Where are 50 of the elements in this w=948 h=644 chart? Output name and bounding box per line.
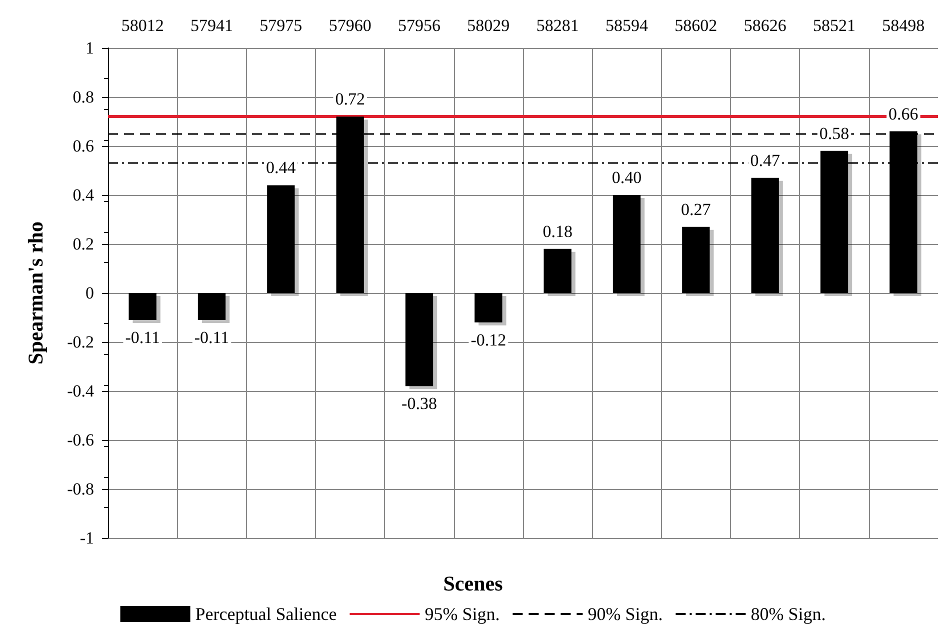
x-tick-label: 57941 — [190, 16, 233, 35]
x-tick-label: 58281 — [536, 16, 579, 35]
bar — [474, 293, 502, 322]
legend-label: 90% Sign. — [588, 604, 663, 624]
y-tick-label: 0.8 — [72, 88, 94, 106]
y-tick-label: 0.2 — [72, 234, 94, 254]
bar — [612, 195, 641, 293]
x-tick-label: 57956 — [398, 16, 440, 35]
bar — [682, 226, 710, 293]
bar — [267, 185, 295, 293]
x-axis-title: Scenes — [443, 572, 503, 596]
x-tick-label: 58029 — [467, 16, 510, 35]
bar — [198, 293, 226, 320]
data-label: 0.18 — [542, 222, 572, 241]
bar — [751, 178, 779, 293]
data-label: 0.40 — [612, 168, 642, 187]
data-label: 0.58 — [819, 124, 850, 143]
data-label: 0.66 — [888, 104, 918, 124]
x-tick-label: 58012 — [121, 16, 164, 35]
x-tick-label: 57975 — [260, 16, 302, 35]
x-tick-label: 58594 — [606, 16, 648, 35]
y-tick-label: 0.4 — [72, 186, 94, 204]
y-tick-label: -0.2 — [67, 332, 94, 352]
x-tick-label: 58626 — [744, 16, 786, 35]
data-label: -0.11 — [125, 328, 160, 347]
x-tick-label: 58602 — [674, 16, 718, 35]
y-tick-label: 0.6 — [72, 136, 94, 156]
bar — [128, 293, 156, 320]
x-tick-label: 57960 — [328, 16, 372, 35]
y-tick-label: 1 — [86, 38, 94, 58]
bar — [405, 293, 434, 386]
data-label: -0.38 — [402, 394, 437, 414]
y-tick-label: -0.4 — [67, 382, 94, 400]
y-axis-title: Spearman's rho — [24, 222, 48, 364]
data-label: -0.11 — [194, 328, 230, 347]
y-tick-label: 0 — [86, 284, 94, 302]
x-tick-label: 58498 — [882, 16, 925, 35]
legend-label: 95% Sign. — [424, 604, 500, 624]
data-label: -0.12 — [470, 330, 506, 350]
data-label: 0.44 — [266, 158, 296, 178]
y-tick-label: -0.8 — [67, 480, 94, 498]
legend-label: Perceptual Salience — [195, 604, 337, 624]
y-tick-label: -1 — [80, 528, 94, 548]
bar — [544, 248, 572, 293]
legend-label: 80% Sign. — [750, 604, 826, 624]
data-label: 0.27 — [681, 200, 712, 219]
y-tick-label: -0.6 — [67, 430, 94, 450]
data-label: 0.72 — [335, 90, 365, 109]
x-tick-label: 58521 — [813, 16, 856, 35]
data-label: 0.47 — [750, 150, 780, 170]
